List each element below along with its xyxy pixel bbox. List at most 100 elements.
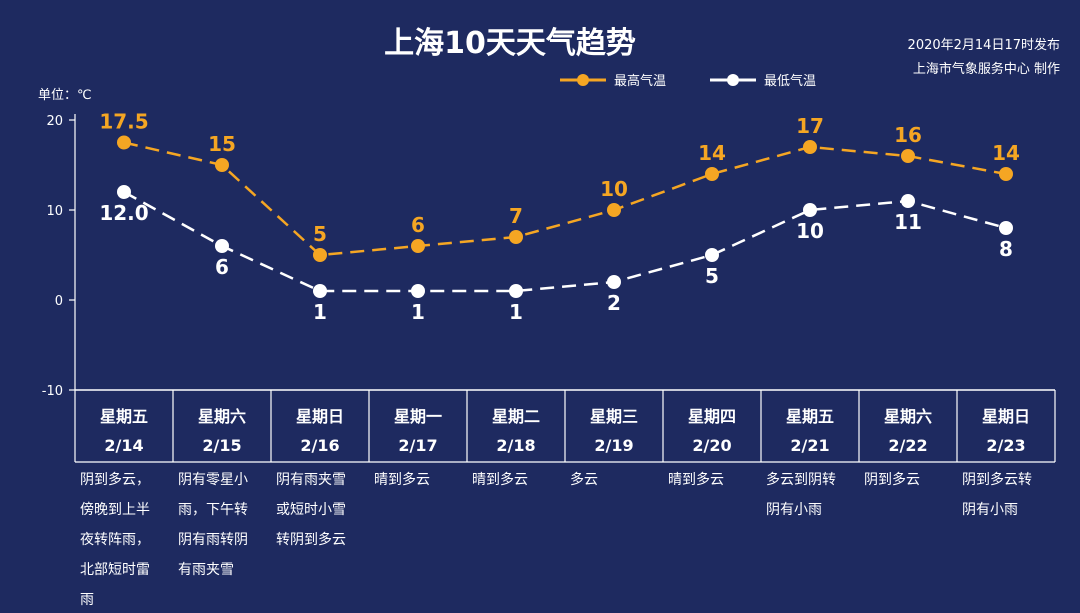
y-tick-label: 10 xyxy=(46,204,63,219)
publisher: 上海市气象服务中心 制作 xyxy=(913,61,1060,77)
weather-text-line: 阴有小雨 xyxy=(766,502,822,518)
weekday-label: 星期一 xyxy=(394,407,442,426)
data-label-low: 10 xyxy=(796,219,824,243)
legend-high-marker xyxy=(577,74,589,86)
weather-text-line: 雨 xyxy=(80,592,94,608)
point-low xyxy=(607,275,621,289)
y-axis-unit: 单位：℃ xyxy=(38,88,92,103)
date-label: 2/17 xyxy=(398,436,437,455)
point-high xyxy=(215,158,229,172)
data-label-low: 6 xyxy=(215,255,229,279)
weather-text-line: 傍晚到上半 xyxy=(80,501,150,518)
weather-text-line: 阴到多云， xyxy=(80,471,150,488)
data-label-low: 11 xyxy=(894,210,922,234)
weekday-label: 星期三 xyxy=(590,407,638,426)
data-label-high: 10 xyxy=(600,177,628,201)
point-low xyxy=(313,284,327,298)
weekday-label: 星期六 xyxy=(198,407,246,426)
point-high xyxy=(705,167,719,181)
data-label-low: 1 xyxy=(411,300,425,324)
weekday-label: 星期二 xyxy=(492,407,540,426)
point-high xyxy=(803,140,817,154)
data-label-high: 14 xyxy=(992,141,1020,165)
point-high xyxy=(901,149,915,163)
legend-low-marker xyxy=(727,74,739,86)
weather-text-line: 晴到多云 xyxy=(374,471,430,488)
publish-time: 2020年2月14日17时发布 xyxy=(908,37,1060,53)
weekday-label: 星期五 xyxy=(786,407,834,426)
date-label: 2/18 xyxy=(496,436,535,455)
point-low xyxy=(215,239,229,253)
legend-high-label: 最高气温 xyxy=(614,73,666,89)
weather-text-line: 雨，下午转 xyxy=(178,502,248,518)
point-high xyxy=(117,135,131,150)
point-low xyxy=(803,203,817,217)
data-label-low: 5 xyxy=(705,264,719,288)
weather-text-line: 阴到多云转 xyxy=(962,471,1032,488)
y-tick-label: -10 xyxy=(42,384,63,399)
date-label: 2/14 xyxy=(104,436,143,455)
point-low xyxy=(509,284,523,298)
weather-text-line: 多云到阴转 xyxy=(766,471,836,488)
weather-text-line: 晴到多云 xyxy=(472,471,528,488)
weather-text-line: 晴到多云 xyxy=(668,471,724,488)
weather-text-line: 有雨夹雪 xyxy=(178,562,234,578)
weather-text-line: 北部短时雷 xyxy=(80,562,150,578)
data-label-low: 8 xyxy=(999,237,1013,261)
point-high xyxy=(509,230,523,244)
date-label: 2/20 xyxy=(692,436,731,455)
data-label-high: 16 xyxy=(894,123,922,147)
legend-low-label: 最低气温 xyxy=(764,73,816,89)
date-label: 2/23 xyxy=(986,436,1025,455)
legend: 最高气温 最低气温 xyxy=(560,73,816,89)
weekday-label: 星期六 xyxy=(884,407,932,426)
data-label-high: 7 xyxy=(509,204,523,228)
data-label-high: 14 xyxy=(698,141,726,165)
date-label: 2/22 xyxy=(888,436,927,455)
data-label-high: 6 xyxy=(411,213,425,237)
data-label-low: 1 xyxy=(313,300,327,324)
date-label: 2/21 xyxy=(790,436,829,455)
data-label-high: 5 xyxy=(313,222,327,246)
weather-text-line: 阴到多云 xyxy=(864,471,920,488)
weather-text-line: 或短时小雪 xyxy=(276,502,346,518)
data-label-high: 17.5 xyxy=(99,110,148,134)
point-high xyxy=(411,239,425,253)
weather-text-line: 阴有零星小 xyxy=(178,472,248,488)
weekday-label: 星期五 xyxy=(100,407,148,426)
data-label-low: 12.0 xyxy=(99,201,148,225)
weather-text-line: 夜转阵雨， xyxy=(80,532,150,548)
point-low xyxy=(705,248,719,262)
date-label: 2/15 xyxy=(202,436,241,455)
y-tick-label: 0 xyxy=(55,294,63,309)
data-label-high: 17 xyxy=(796,114,824,138)
point-low xyxy=(999,221,1013,235)
weekday-label: 星期四 xyxy=(688,407,736,426)
point-low xyxy=(117,185,131,199)
data-label-low: 2 xyxy=(607,291,621,315)
axes: 20 10 0 -10 xyxy=(42,114,76,399)
date-label: 2/19 xyxy=(594,436,633,455)
weather-text-line: 阴有雨夹雪 xyxy=(276,472,346,488)
date-label: 2/16 xyxy=(300,436,339,455)
series-line-high xyxy=(123,141,1007,257)
weather-text-line: 转阴到多云 xyxy=(276,531,346,548)
series-line-low xyxy=(123,190,1007,293)
data-label-high: 15 xyxy=(208,132,236,156)
weekday-label: 星期日 xyxy=(982,407,1030,426)
data-label-low: 1 xyxy=(509,300,523,324)
point-low xyxy=(901,194,915,208)
point-high xyxy=(999,167,1013,181)
point-high xyxy=(607,203,621,217)
weather-text-line: 阴有小雨 xyxy=(962,502,1018,518)
weather-text-line: 多云 xyxy=(570,471,598,488)
point-low xyxy=(411,284,425,298)
weather-text-line: 阴有雨转阴 xyxy=(178,532,248,548)
chart-title: 上海10天天气趋势 xyxy=(384,26,636,61)
point-high xyxy=(313,248,327,262)
weekday-label: 星期日 xyxy=(296,407,344,426)
y-tick-label: 20 xyxy=(46,114,63,129)
